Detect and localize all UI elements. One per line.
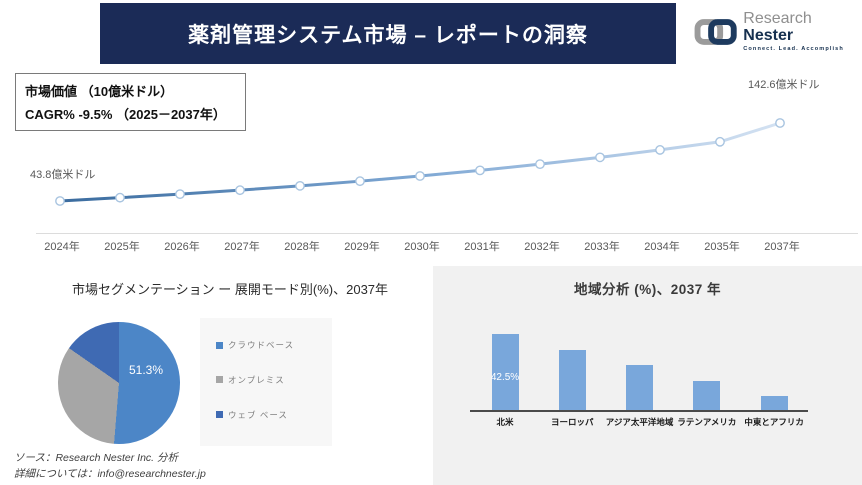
line-marker	[55, 196, 65, 206]
bar-axis-line	[470, 410, 808, 412]
legend-swatch-icon	[216, 411, 223, 419]
pie-data-label: 51.3%	[128, 363, 164, 377]
line-marker	[295, 180, 305, 191]
legend-item: オンプレミス	[216, 374, 332, 386]
contact-note: 詳細については：info@researchnester.jp	[14, 467, 206, 480]
chain-link-icon	[694, 19, 737, 45]
region-bar	[693, 381, 721, 410]
x-axis-tick-label: 2037年	[764, 241, 800, 253]
legend-item: ウェブ ベース	[216, 409, 332, 421]
x-axis-tick-label: 2026年	[164, 241, 200, 253]
bar-chart-title: 地域分析 (%)、2037 年	[573, 282, 722, 297]
logo-wordmark: Research Nester	[743, 10, 859, 45]
market-value-box: 市場価値 （10億米ドル） CAGR% -9.5% （2025－2037年）	[15, 73, 246, 131]
region-bar	[491, 334, 519, 410]
line-series	[58, 121, 782, 203]
bar-data-label: 42.5%	[490, 372, 520, 383]
market-value-line-chart	[55, 118, 785, 206]
logo-word-nester: Nester	[743, 27, 794, 45]
legend-label: クラウドベース	[228, 340, 295, 351]
legend-label: オンプレミス	[228, 374, 285, 385]
bar-category-label: 中東とアフリカ	[744, 417, 804, 427]
legend-swatch-icon	[216, 376, 223, 384]
region-bar	[760, 396, 788, 410]
region-bar	[558, 349, 586, 410]
research-nester-logo: Research Nester Connect. Lead. Accomplis…	[693, 9, 859, 55]
region-bar	[626, 364, 654, 410]
line-marker	[235, 185, 245, 196]
x-axis-tick-label: 2031年	[464, 241, 500, 253]
footer: ソース：Research Nester Inc. 分析 詳細については：info…	[14, 451, 206, 483]
line-marker	[415, 171, 425, 181]
legend-swatch-icon	[216, 341, 223, 349]
logo-text: Research Nester Connect. Lead. Accomplis…	[743, 10, 859, 52]
logo-tagline: Connect. Lead. Accomplish	[743, 45, 844, 52]
line-marker	[715, 136, 725, 147]
pie-chart-title: 市場セグメンテーション ー 展開モード別(%)、2037年	[71, 282, 389, 297]
x-axis-tick-label: 2035年	[704, 241, 740, 253]
title-banner: 薬剤管理システム市場 – レポートの洞察	[100, 3, 676, 64]
logo-word-research: Research	[743, 10, 812, 28]
line-marker	[355, 176, 365, 187]
line-marker	[475, 165, 485, 176]
regional-bar-chart: 北米 ヨーロッパ アジア太平洋地域 ラテンアメリカ 中東とアフリカ 42.5%	[433, 266, 862, 485]
line-markers	[55, 118, 785, 206]
line-marker	[175, 189, 185, 200]
bar-category-label: ヨーロッパ	[551, 417, 594, 427]
x-axis-tick-label: 2024年	[44, 241, 80, 253]
bar-category-label: アジア太平洋地域	[605, 417, 674, 427]
regional-analysis-panel: 地域分析 (%)、2037 年 北米 ヨーロッパ アジア太平洋地域 ラテンアメリカ 中東…	[433, 266, 862, 485]
x-axis-line	[36, 233, 858, 234]
pie-legend: クラウドベース オンプレミス ウェブ ベース	[200, 318, 332, 446]
market-value-label: 市場価値 （10億米ドル）	[25, 84, 174, 99]
source-note: ソース：Research Nester Inc. 分析	[14, 452, 179, 464]
line-marker	[595, 152, 605, 163]
x-axis-tick-label: 2034年	[644, 241, 680, 253]
line-marker	[775, 118, 785, 128]
bar-category-label: ラテンアメリカ	[677, 417, 737, 427]
line-marker	[115, 192, 125, 203]
page-title: 薬剤管理システム市場 – レポートの洞察	[188, 23, 588, 47]
x-axis-tick-label: 2032年	[524, 241, 560, 253]
line-marker	[535, 159, 545, 170]
line-start-value: 43.8億米ドル	[30, 169, 96, 181]
legend-item: クラウドベース	[216, 339, 332, 351]
bar-category-label: 北米	[496, 417, 514, 427]
cagr-label: CAGR% -9.5% （2025－2037年）	[25, 107, 226, 122]
legend-label: ウェブ ベース	[228, 409, 288, 420]
x-axis-tick-label: 2030年	[404, 241, 440, 253]
deployment-pie-chart: 51.3%	[58, 322, 180, 444]
x-axis-tick-label: 2033年	[584, 241, 620, 253]
x-axis-tick-label: 2029年	[344, 241, 380, 253]
x-axis-tick-label: 2028年	[284, 241, 320, 253]
x-axis-labels: 2024年 2025年 2026年 2027年 2028年 2029年 2030年 2031年…	[0, 238, 862, 254]
line-end-value: 142.6億米ドル	[748, 79, 820, 91]
x-axis-tick-label: 2027年	[224, 241, 260, 253]
line-marker	[655, 145, 665, 155]
x-axis-tick-label: 2025年	[104, 241, 140, 253]
